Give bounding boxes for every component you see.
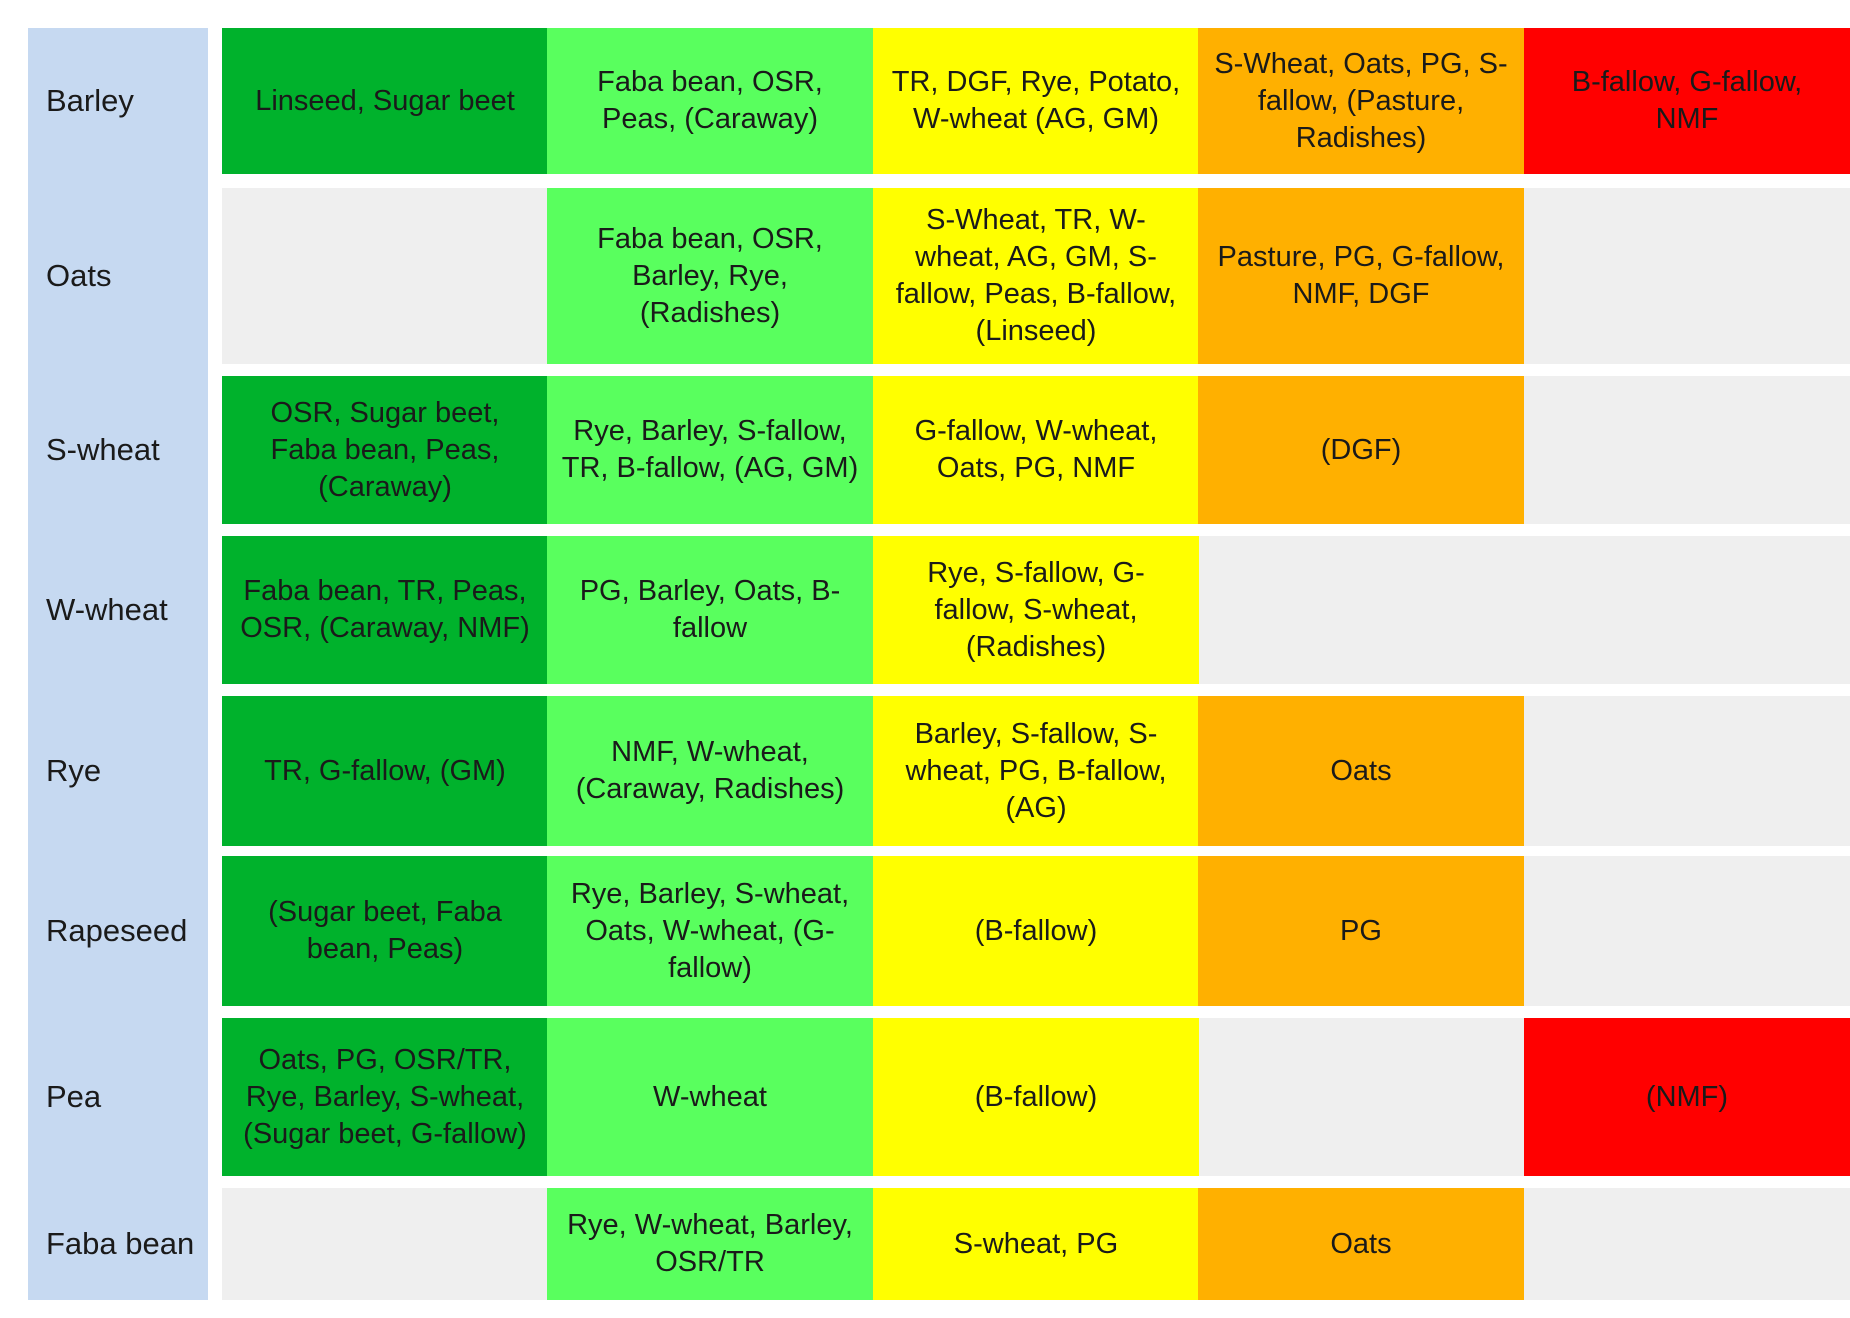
matrix-row: OSR, Sugar beet, Faba bean, Peas, (Caraw… xyxy=(222,376,1850,524)
rating-cell-level-2: NMF, W-wheat, (Caraway, Radishes) xyxy=(547,696,873,846)
row-label: Rye xyxy=(46,753,102,788)
crop-label-column xyxy=(28,28,208,1300)
row-label: Rapeseed xyxy=(46,913,188,948)
matrix-row: Linseed, Sugar beet Faba bean, OSR, Peas,… xyxy=(222,28,1850,174)
matrix-row: (Sugar beet, Faba bean, Peas) Rye, Barley… xyxy=(222,856,1850,1006)
rating-cell-level-3: Rye, S-fallow, G-fallow, S-wheat, (Radis… xyxy=(873,536,1199,684)
rating-cell-level-3: (B-fallow) xyxy=(873,856,1199,1006)
rating-cell-level-2: W-wheat xyxy=(547,1018,873,1176)
row-label: Oats xyxy=(46,258,112,293)
row-label: Barley xyxy=(46,83,134,118)
rating-cell-level-1: Oats, PG, OSR/TR, Rye, Barley, S-wheat, … xyxy=(222,1018,548,1176)
rating-cell-level-2: Rye, Barley, S-wheat, Oats, W-wheat, (G-… xyxy=(547,856,873,1006)
rating-cell-level-2: PG, Barley, Oats, B-fallow xyxy=(547,536,873,684)
rating-cell-level-4: Pasture, PG, G-fallow, NMF, DGF xyxy=(1198,188,1524,364)
row-label: Pea xyxy=(46,1079,102,1114)
matrix-row: Faba bean, OSR, Barley, Rye, (Radishes) S… xyxy=(222,188,1850,364)
rating-cell-level-4: Oats xyxy=(1198,696,1524,846)
rating-cell-level-5: (NMF) xyxy=(1524,1018,1850,1176)
rating-cell-level-1: Faba bean, TR, Peas, OSR, (Caraway, NMF) xyxy=(222,536,548,684)
rating-cell-level-1: OSR, Sugar beet, Faba bean, Peas, (Caraw… xyxy=(222,376,548,524)
rating-cell-level-2: Faba bean, OSR, Barley, Rye, (Radishes) xyxy=(547,188,873,364)
rating-cell-level-1: (Sugar beet, Faba bean, Peas) xyxy=(222,856,548,1006)
matrix-row: TR, G-fallow, (GM) NMF, W-wheat, (Caraway… xyxy=(222,696,1850,846)
rating-cell-level-3: S-wheat, PG xyxy=(873,1188,1199,1300)
rating-cell-level-3: G-fallow, W-wheat, Oats, PG, NMF xyxy=(873,376,1199,524)
rating-cell-level-2: Rye, W-wheat, Barley, OSR/TR xyxy=(547,1188,873,1300)
rating-cell-level-4: S-Wheat, Oats, PG, S-fallow, (Pasture, R… xyxy=(1198,28,1524,174)
rating-cell-level-2: Faba bean, OSR, Peas, (Caraway) xyxy=(547,28,873,174)
rating-cell-level-1: TR, G-fallow, (GM) xyxy=(222,696,548,846)
rating-cell-level-3: Barley, S-fallow, S-wheat, PG, B-fallow,… xyxy=(873,696,1199,846)
matrix-row: Oats, PG, OSR/TR, Rye, Barley, S-wheat, … xyxy=(222,1018,1850,1176)
rating-cell-level-2: Rye, Barley, S-fallow, TR, B-fallow, (AG… xyxy=(547,376,873,524)
rating-cell-level-3: TR, DGF, Rye, Potato, W-wheat (AG, GM) xyxy=(873,28,1199,174)
row-label: Faba bean xyxy=(46,1226,195,1261)
matrix-row: Faba bean, TR, Peas, OSR, (Caraway, NMF)… xyxy=(222,536,1850,684)
rating-cell-level-4: (DGF) xyxy=(1198,376,1524,524)
rating-cell-level-3: (B-fallow) xyxy=(873,1018,1199,1176)
rating-cell-level-1: Linseed, Sugar beet xyxy=(222,28,548,174)
rating-cell-level-4: PG xyxy=(1198,856,1524,1006)
row-label: S-wheat xyxy=(46,432,160,467)
row-label: W-wheat xyxy=(46,592,168,627)
matrix-row: Rye, W-wheat, Barley, OSR/TR S-wheat, PG O… xyxy=(222,1188,1850,1300)
rating-cell-level-5: B-fallow, G-fallow, NMF xyxy=(1524,28,1850,174)
rating-cell-level-4: Oats xyxy=(1198,1188,1524,1300)
rating-cell-level-3: S-Wheat, TR, W-wheat, AG, GM, S-fallow, … xyxy=(873,188,1199,364)
